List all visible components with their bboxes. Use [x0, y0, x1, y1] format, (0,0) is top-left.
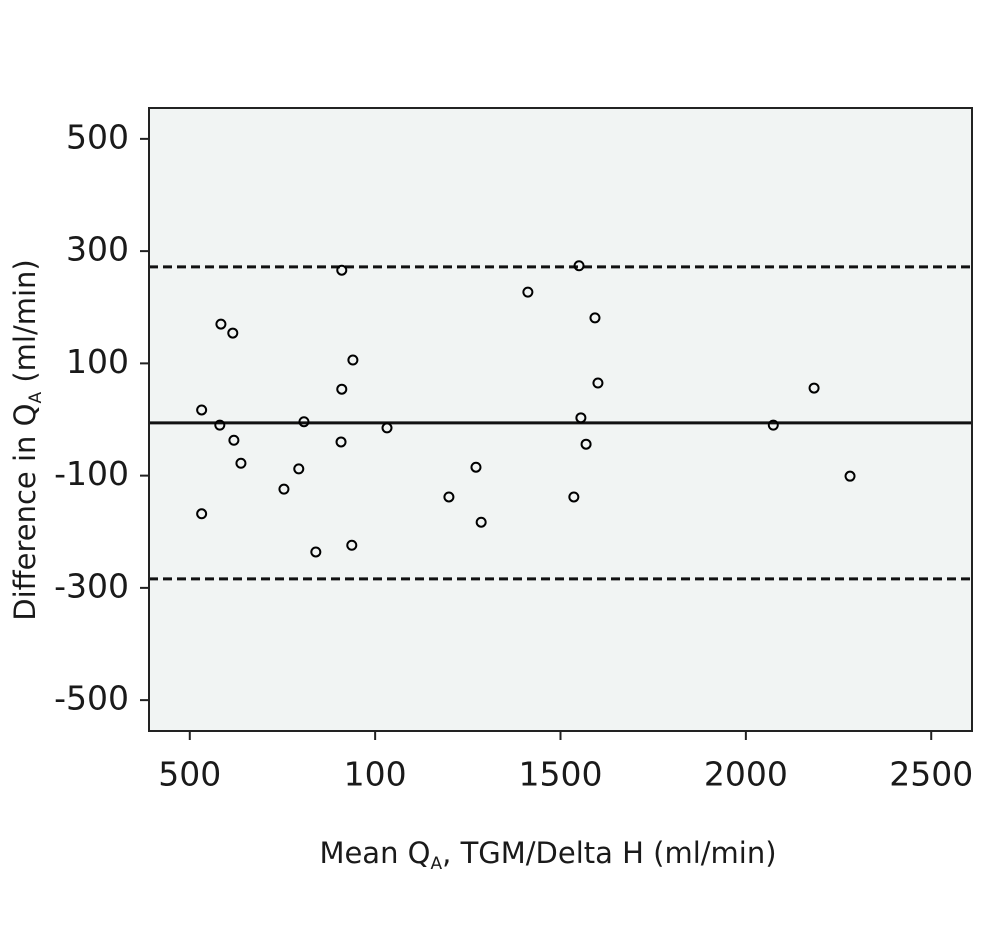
point — [589, 312, 601, 324]
plot-frame — [148, 107, 973, 732]
y-axis-label-part: (ml/min) — [8, 259, 42, 392]
point — [580, 438, 592, 450]
y-tick-label: 500 — [66, 117, 129, 156]
y-tick-label: -500 — [54, 679, 129, 718]
point — [214, 419, 226, 431]
point — [475, 516, 487, 528]
x-axis-label-part: Mean Q — [319, 836, 430, 870]
x-tick-label: 1500 — [519, 755, 603, 794]
point — [470, 461, 482, 473]
y-tick-label: -300 — [54, 566, 129, 605]
point — [215, 318, 227, 330]
point — [336, 264, 348, 276]
x-axis-label-part: A — [431, 854, 443, 874]
point — [381, 422, 393, 434]
point — [196, 508, 208, 520]
y-axis-label: Difference in QA (ml/min) — [8, 259, 46, 620]
x-axis-label-part: , TGM/Delta H (ml/min) — [442, 836, 776, 870]
point — [335, 436, 347, 448]
point — [443, 491, 455, 503]
point — [767, 419, 779, 431]
point — [293, 463, 305, 475]
point — [196, 404, 208, 416]
point — [347, 354, 359, 366]
point — [592, 377, 604, 389]
point — [278, 483, 290, 495]
point — [808, 382, 820, 394]
y-tick-label: 300 — [66, 230, 129, 269]
point — [298, 416, 310, 428]
point — [844, 470, 856, 482]
point — [346, 539, 358, 551]
point — [573, 260, 585, 272]
y-tick-label: 100 — [66, 342, 129, 381]
point — [336, 383, 348, 395]
plot-area — [149, 108, 972, 731]
y-tick-label: -100 — [54, 454, 129, 493]
point — [310, 546, 322, 558]
point — [575, 412, 587, 424]
x-tick-label: 2000 — [704, 755, 788, 794]
point — [228, 434, 240, 446]
point — [522, 286, 534, 298]
x-tick-label: 100 — [344, 755, 407, 794]
x-tick-label: 500 — [158, 755, 221, 794]
y-axis-label-part: A — [26, 392, 46, 404]
x-tick-label: 2500 — [889, 755, 973, 794]
x-axis-label: Mean QA, TGM/Delta H (ml/min) — [319, 836, 776, 874]
point — [568, 491, 580, 503]
y-axis-label-part: Difference in Q — [8, 404, 42, 621]
point — [227, 327, 239, 339]
point — [235, 457, 247, 469]
